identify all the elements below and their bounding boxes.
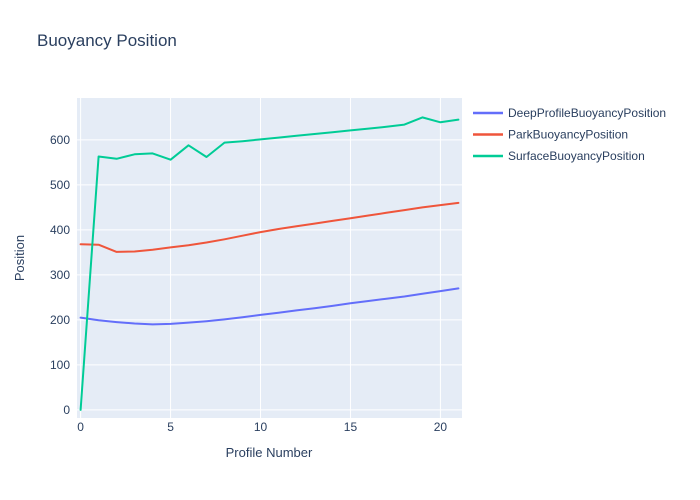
legend-label: SurfaceBuoyancyPosition xyxy=(508,149,645,163)
y-tick-label: 500 xyxy=(50,178,70,192)
x-tick-label: 0 xyxy=(77,420,84,434)
y-axis-title: Position xyxy=(12,235,27,281)
y-tick-label: 300 xyxy=(50,268,70,282)
y-tick-label: 100 xyxy=(50,358,70,372)
legend-item[interactable]: DeepProfileBuoyancyPosition xyxy=(473,106,666,120)
x-tick-label: 10 xyxy=(254,420,268,434)
trace-DeepProfileBuoyancyPosition[interactable] xyxy=(79,287,460,326)
chart-title: Buoyancy Position xyxy=(37,31,177,50)
legend-item[interactable]: ParkBuoyancyPosition xyxy=(473,128,628,142)
legend-label: ParkBuoyancyPosition xyxy=(508,128,628,142)
x-axis-title: Profile Number xyxy=(226,445,313,460)
trace-SurfaceBuoyancyPosition[interactable] xyxy=(79,116,460,411)
x-tick-label: 20 xyxy=(434,420,448,434)
trace-ParkBuoyancyPosition[interactable] xyxy=(79,201,460,253)
y-tick-label: 200 xyxy=(50,313,70,327)
y-tick-label: 0 xyxy=(63,403,70,417)
legend-label: DeepProfileBuoyancyPosition xyxy=(508,106,666,120)
y-tick-label: 400 xyxy=(50,223,70,237)
x-tick-label: 15 xyxy=(344,420,358,434)
y-tick-label: 600 xyxy=(50,133,70,147)
x-tick-label: 5 xyxy=(167,420,174,434)
plot-area[interactable] xyxy=(77,98,462,418)
plot-layer: 0 5 10 15 200100200300400500600DeepProfileBu… xyxy=(50,98,666,434)
legend-item[interactable]: SurfaceBuoyancyPosition xyxy=(473,149,645,163)
